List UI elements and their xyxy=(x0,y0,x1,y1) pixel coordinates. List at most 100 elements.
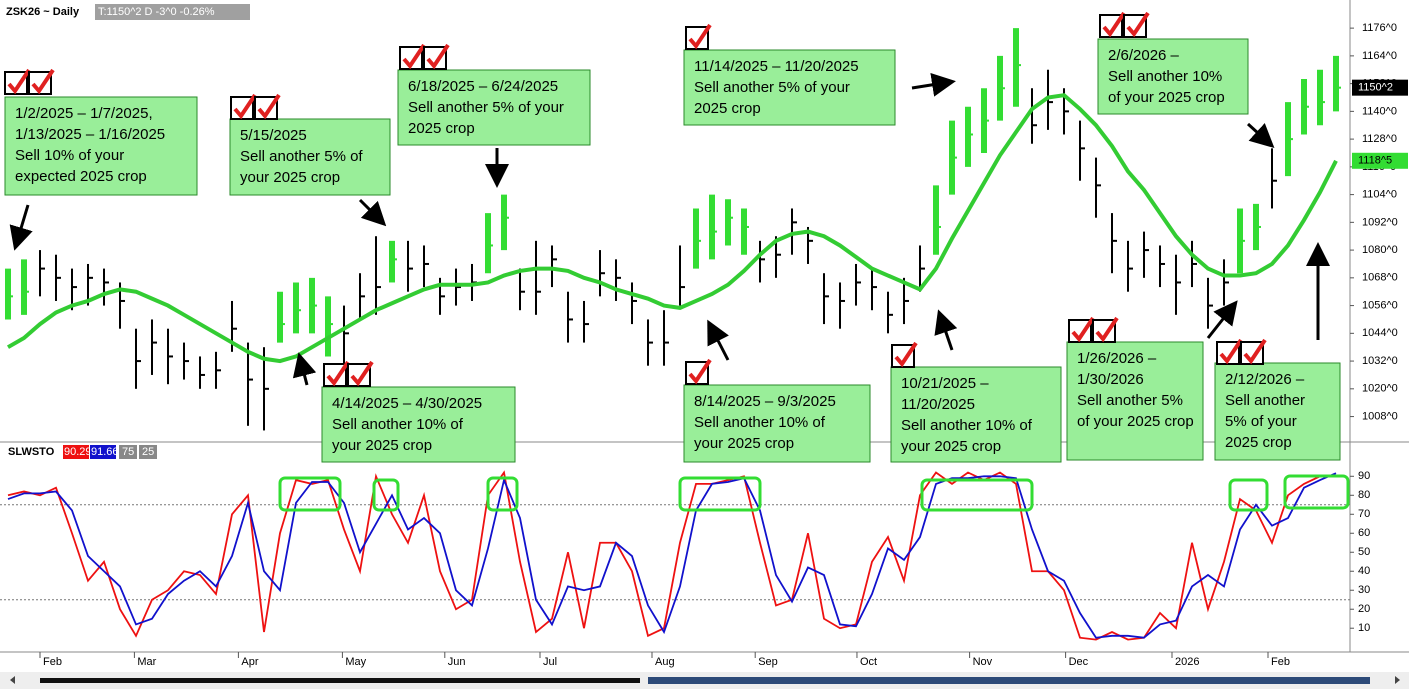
annotation-text: Sell another 10% xyxy=(1108,68,1222,85)
annotation-box xyxy=(4,96,198,196)
last-value-box xyxy=(1352,79,1408,96)
highlight-box xyxy=(678,476,762,512)
annotation-box xyxy=(683,49,896,126)
y-tick-label: 1008^0 xyxy=(1362,410,1398,422)
annotation-text: 2025 crop xyxy=(408,120,475,137)
scroll-left[interactable] xyxy=(10,676,15,684)
annotation-text: Sell another 5% of your xyxy=(408,99,564,116)
checkmark xyxy=(1095,316,1119,343)
checkmark xyxy=(1126,11,1150,38)
annotation-text: 2/6/2026 – xyxy=(1108,47,1180,64)
scrollbar-track xyxy=(40,678,640,683)
annotation-text: 2/12/2026 – xyxy=(1225,371,1305,388)
y-tick-label: 1080^0 xyxy=(1362,244,1398,256)
x-tick-label: 2026 xyxy=(1175,656,1199,668)
annotation-text: 1/26/2026 – xyxy=(1077,350,1157,367)
x-tick-label: Dec xyxy=(1069,656,1089,668)
arrow xyxy=(292,352,317,386)
arrow xyxy=(911,72,956,97)
y-tick-label: 10 xyxy=(1358,622,1370,634)
y-tick-label: 30 xyxy=(1358,584,1370,596)
annotation-text: 11/14/2025 – 11/20/2025 xyxy=(694,58,859,75)
annotation-text: Sell another 5% of your xyxy=(694,79,850,96)
quote-text: T:1150^2 D -3^0 -0.26% xyxy=(98,6,215,18)
annotation-text: 2025 crop xyxy=(1225,434,1292,451)
annotation-text: Sell another 5% xyxy=(1077,392,1183,409)
checkmark xyxy=(1243,338,1267,365)
y-tick-label: 60 xyxy=(1358,527,1370,539)
level-box-label: 75 xyxy=(122,446,134,458)
y-tick-label: 1032^0 xyxy=(1362,355,1398,367)
checkmark xyxy=(1102,11,1126,38)
highlight-box xyxy=(278,476,342,512)
annotation-box xyxy=(1066,341,1204,461)
y-tick-label: 1164^0 xyxy=(1362,50,1397,62)
y-tick-label: 20 xyxy=(1358,603,1370,615)
arrow xyxy=(934,309,958,351)
annotation-text: 11/20/2025 xyxy=(901,396,975,413)
annotation-text: 4/14/2025 – 4/30/2025 xyxy=(332,395,482,412)
scrollbar-thumb[interactable] xyxy=(648,677,1370,684)
x-tick-label: Feb xyxy=(43,656,62,668)
annotation-text: 5% of your xyxy=(1225,413,1297,430)
stochastic-line xyxy=(7,470,1337,641)
annotation-text: 6/18/2025 – 6/24/2025 xyxy=(408,78,558,95)
checkmark xyxy=(350,360,374,387)
checkmark xyxy=(402,43,426,70)
checkmark xyxy=(426,43,450,70)
value-box-label: 90.29 xyxy=(64,446,92,458)
x-tick-label: Apr xyxy=(241,656,258,668)
annotation-text: your 2025 crop xyxy=(240,169,340,186)
annotation-text: Sell another 10% of xyxy=(332,416,464,433)
x-tick-label: Sep xyxy=(758,656,778,668)
y-tick-label: 1044^0 xyxy=(1362,327,1398,339)
arrow xyxy=(1206,300,1238,339)
x-tick-label: Oct xyxy=(860,656,877,668)
last-value-box xyxy=(1352,152,1408,169)
annotation-text: 1/13/2025 – 1/16/2025 xyxy=(15,126,165,143)
y-tick-label: 40 xyxy=(1358,565,1370,577)
annotation-text: Sell another 5% of xyxy=(240,148,363,165)
y-tick-label: 1068^0 xyxy=(1362,272,1398,284)
y-tick-label: 1104^0 xyxy=(1362,189,1397,201)
annotation-text: 5/15/2025 xyxy=(240,127,307,144)
arrow xyxy=(9,204,33,251)
annotation-box xyxy=(1214,362,1341,461)
annotation-text: your 2025 crop xyxy=(901,438,1001,455)
level-box xyxy=(119,445,137,459)
annotation-text: of your 2025 crop xyxy=(1108,89,1225,106)
checkmark xyxy=(233,93,257,120)
y-tick-label: 1056^0 xyxy=(1362,299,1398,311)
quote-box xyxy=(95,4,250,20)
y-tick-label: 1128^0 xyxy=(1362,133,1397,145)
x-tick-label: Jul xyxy=(543,656,557,668)
y-tick-label: 1092^0 xyxy=(1362,216,1398,228)
highlight-box xyxy=(1228,478,1269,512)
x-tick-label: Feb xyxy=(1271,656,1290,668)
stochastic-line xyxy=(7,472,1337,639)
highlight-box xyxy=(372,478,400,512)
level-box-label: 25 xyxy=(142,446,154,458)
arrow xyxy=(707,319,730,361)
y-tick-label: 1020^0 xyxy=(1362,383,1398,395)
moving-average xyxy=(6,93,1338,364)
annotation-text: Sell another 10% of xyxy=(901,417,1033,434)
annotation-text: 1/30/2026 xyxy=(1077,371,1144,388)
chart-title: ZSK26 ~ Daily xyxy=(6,6,80,18)
annotation-text: your 2025 crop xyxy=(694,435,794,452)
annotation-text: 8/14/2025 – 9/3/2025 xyxy=(694,393,836,410)
last-value-label: 1150^2 xyxy=(1358,82,1393,94)
checkmark xyxy=(688,23,712,50)
y-tick-label: 50 xyxy=(1358,546,1370,558)
highlight-box xyxy=(920,478,1034,512)
checkmark xyxy=(31,68,55,95)
arrow xyxy=(358,198,387,227)
annotation-box xyxy=(890,366,1062,463)
level-box xyxy=(139,445,157,459)
highlight-box xyxy=(1283,474,1350,510)
y-tick-label: 90 xyxy=(1358,470,1370,482)
annotation-text: 2025 crop xyxy=(694,100,761,117)
annotation-box xyxy=(397,69,591,146)
scroll-right[interactable] xyxy=(1395,676,1400,684)
